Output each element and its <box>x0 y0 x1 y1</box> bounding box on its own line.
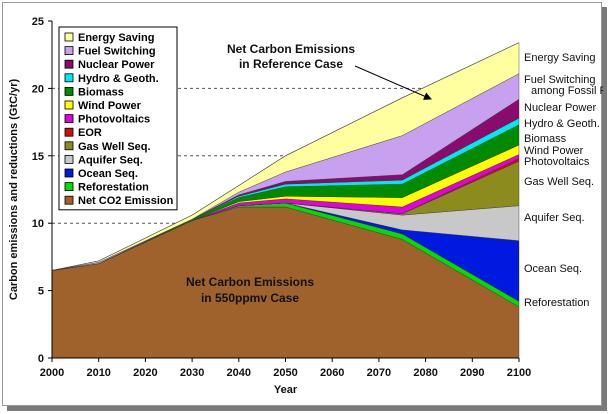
legend-swatch <box>64 114 74 123</box>
x-tick-label: 2000 <box>40 367 64 379</box>
reference-case-label-line2: in Reference Case <box>239 57 343 71</box>
right-label: Nuclear Power <box>524 102 596 114</box>
x-ticks: 2000 2010 2020 2030 2040 2050 2060 2070 2080 2090… <box>40 358 531 379</box>
x-tick-label: 2010 <box>86 367 110 379</box>
chart-frame: 0 5 10 15 20 25 2000 2010 2020 2030 2040 2050 2060 2… <box>2 2 603 406</box>
right-label: Photovoltaics <box>524 156 590 168</box>
net-emissions-label-line2: in 550ppmv Case <box>201 291 299 305</box>
legend-label: Energy Saving <box>78 32 154 44</box>
reference-case-outline <box>51 42 520 271</box>
legend-label: Hydro & Geoth. <box>78 73 159 85</box>
legend-swatch <box>64 100 74 110</box>
y-tick-label: 0 <box>38 353 44 365</box>
legend-label: Photovoltaics <box>78 114 150 126</box>
y-ticks: 0 5 10 15 20 25 <box>32 16 52 365</box>
right-label: Aquifer Seq. <box>524 212 585 224</box>
right-label: among Fossil Fuels <box>531 85 603 97</box>
legend-swatch <box>64 154 74 164</box>
right-label: Hydro & Geoth. <box>524 118 600 130</box>
right-label: Ocean Seq. <box>524 263 582 275</box>
legend-label: Biomass <box>78 86 124 98</box>
y-tick-label: 15 <box>32 151 44 163</box>
y-tick-label: 25 <box>32 16 44 28</box>
net-emissions-label-line1: Net Carbon Emissions <box>186 275 314 289</box>
legend-swatch <box>64 141 74 151</box>
x-tick-label: 2080 <box>413 367 437 379</box>
legend-label: Fuel Switching <box>78 46 156 58</box>
reference-case-arrow <box>354 65 432 100</box>
legend-swatch <box>64 46 74 55</box>
right-label: Wind Power <box>524 145 584 157</box>
x-tick-label: 2040 <box>227 367 251 379</box>
legend-label: Wind Power <box>78 100 142 112</box>
right-label: Energy Saving <box>524 52 596 64</box>
x-tick-label: 2070 <box>367 367 391 379</box>
y-tick-label: 20 <box>32 83 44 95</box>
legend-swatch <box>64 182 74 192</box>
legend-label: Nuclear Power <box>78 59 155 71</box>
legend-swatch <box>64 195 74 205</box>
legend-label: Reforestation <box>78 182 149 194</box>
y-tick-label: 10 <box>32 218 44 230</box>
right-label: Reforestation <box>524 297 589 309</box>
area-series <box>51 42 520 359</box>
x-tick-label: 2050 <box>273 367 297 379</box>
x-tick-label: 2020 <box>133 367 157 379</box>
legend-box <box>58 26 178 211</box>
legend-swatch <box>64 87 74 96</box>
legend-label: Net CO2 Emission <box>78 195 174 207</box>
legend-swatch <box>64 59 74 69</box>
x-tick-label: 2100 <box>507 367 531 379</box>
x-tick-label: 2060 <box>320 367 344 379</box>
reference-case-label-line1: Net Carbon Emissions <box>227 42 355 56</box>
legend-swatch <box>64 73 74 83</box>
right-label: Fuel Switching <box>524 74 596 86</box>
x-tick-label: 2090 <box>460 367 484 379</box>
x-tick-label: 2030 <box>180 367 204 379</box>
legend-label: EOR <box>78 127 102 139</box>
y-axis-title: Carbon emissions and reductions (GtC/yr) <box>8 79 20 301</box>
legend-label: Ocean Seq. <box>78 168 138 180</box>
legend-label: Aquifer Seq. <box>78 154 143 166</box>
right-label: Biomass <box>524 133 567 145</box>
legend-swatch <box>64 127 74 137</box>
legend-swatch <box>64 32 74 42</box>
annotations: Net Carbon Emissions in Reference Case N… <box>186 42 432 305</box>
y-tick-label: 5 <box>38 286 44 298</box>
x-axis-title: Year <box>274 384 298 396</box>
legend-label: Gas Well Seq. <box>78 141 151 153</box>
right-label: Gas Well Seq. <box>524 176 594 188</box>
legend-swatch <box>64 168 74 178</box>
